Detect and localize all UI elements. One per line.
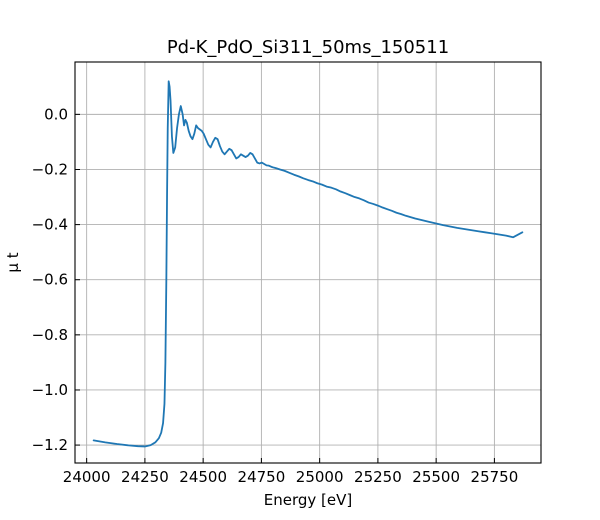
x-tick-label: 25250 [354, 468, 402, 486]
x-tick-label: 25500 [412, 468, 460, 486]
x-tick-label: 25750 [471, 468, 519, 486]
y-axis-label: μ t [4, 252, 22, 272]
y-tick-label: −0.2 [32, 160, 68, 178]
x-tick-label: 24500 [179, 468, 227, 486]
grid-layer [75, 62, 541, 463]
y-tick-label: −0.8 [32, 326, 68, 344]
line-layer [92, 80, 524, 448]
x-axis-label: Energy [eV] [264, 491, 352, 509]
x-tick-label: 24750 [238, 468, 286, 486]
tick-layer: 24000 24250 24500 24750 25000 25250 25500 25750… [32, 105, 519, 486]
chart-title: Pd-K_PdO_Si311_50ms_150511 [167, 37, 449, 58]
x-tick-label: 25000 [296, 468, 344, 486]
y-tick-label: −0.6 [32, 271, 68, 289]
y-tick-label: −1.2 [32, 436, 68, 454]
x-tick-label: 24250 [121, 468, 169, 486]
series-line [92, 80, 524, 448]
y-tick-label: −1.0 [32, 381, 68, 399]
y-tick-label: −0.4 [32, 216, 68, 234]
plot-frame [74, 61, 542, 464]
y-tick-label: 0.0 [44, 105, 68, 123]
x-tick-label: 24000 [63, 468, 111, 486]
